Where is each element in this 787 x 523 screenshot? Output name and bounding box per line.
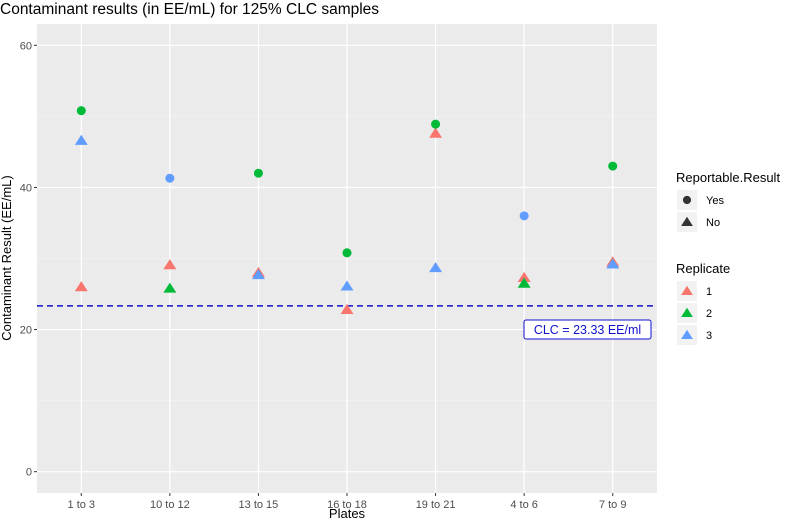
data-point [163, 259, 177, 270]
data-point [340, 280, 354, 291]
data-point [608, 161, 618, 171]
shape-legend: Reportable.Result Yes No [676, 170, 780, 232]
y-tick-label: 60 [20, 40, 32, 52]
x-tick-label: 1 to 3 [68, 499, 96, 511]
data-point [431, 119, 441, 129]
x-tick-label: 10 to 12 [150, 499, 190, 511]
data-point [165, 173, 175, 183]
y-axis: 0 20 40 60 [20, 40, 37, 479]
data-point [251, 269, 265, 280]
data-point [340, 303, 354, 314]
x-axis-label: Plates [329, 506, 366, 521]
data-point [517, 277, 531, 288]
legend-color-swatch [681, 285, 693, 295]
data-point [606, 258, 620, 269]
color-legend-title: Replicate [676, 261, 730, 276]
legend-color-swatch [681, 329, 693, 339]
y-tick-label: 0 [26, 467, 32, 479]
data-point [342, 248, 352, 258]
shape-legend-title: Reportable.Result [676, 170, 780, 185]
y-axis-label: Contaminant Result (EE/mL) [0, 175, 14, 340]
chart-title: Contaminant results (in EE/mL) for 125% … [0, 1, 379, 18]
x-tick-label: 19 to 21 [416, 499, 456, 511]
legend-label: Yes [706, 195, 724, 207]
legend-label: 3 [706, 330, 712, 342]
data-point [253, 168, 263, 178]
legend-label: No [706, 217, 720, 229]
data-points [74, 106, 620, 314]
legend-shape-circle [682, 195, 692, 205]
legend-color-swatch [681, 307, 693, 317]
y-tick-label: 20 [20, 325, 32, 337]
color-legend: Replicate 1 2 3 [676, 261, 730, 345]
data-point [429, 261, 443, 273]
clc-label-box [523, 319, 652, 340]
legend-label: 1 [706, 286, 712, 298]
x-tick-label: 16 to 18 [327, 499, 367, 511]
x-tick-label: 7 to 9 [599, 499, 627, 511]
data-point [76, 106, 86, 116]
legend-label: 2 [706, 308, 712, 320]
legend-shape-triangle [681, 216, 693, 226]
clc-annotation: CLC = 23.33 EE/ml [523, 319, 652, 340]
x-tick-label: 4 to 6 [510, 499, 538, 511]
clc-label: CLC = 23.33 EE/ml [534, 323, 641, 337]
data-point [429, 127, 443, 138]
data-point [74, 281, 88, 292]
data-point [517, 271, 531, 283]
data-point [74, 134, 88, 145]
data-point [163, 282, 177, 293]
y-tick-label: 40 [20, 182, 32, 194]
x-axis: 1 to 3 10 to 12 13 to 15 16 to 18 19 to 21 4 … [68, 493, 627, 511]
data-point [519, 211, 529, 221]
x-tick-label: 13 to 15 [239, 499, 279, 511]
